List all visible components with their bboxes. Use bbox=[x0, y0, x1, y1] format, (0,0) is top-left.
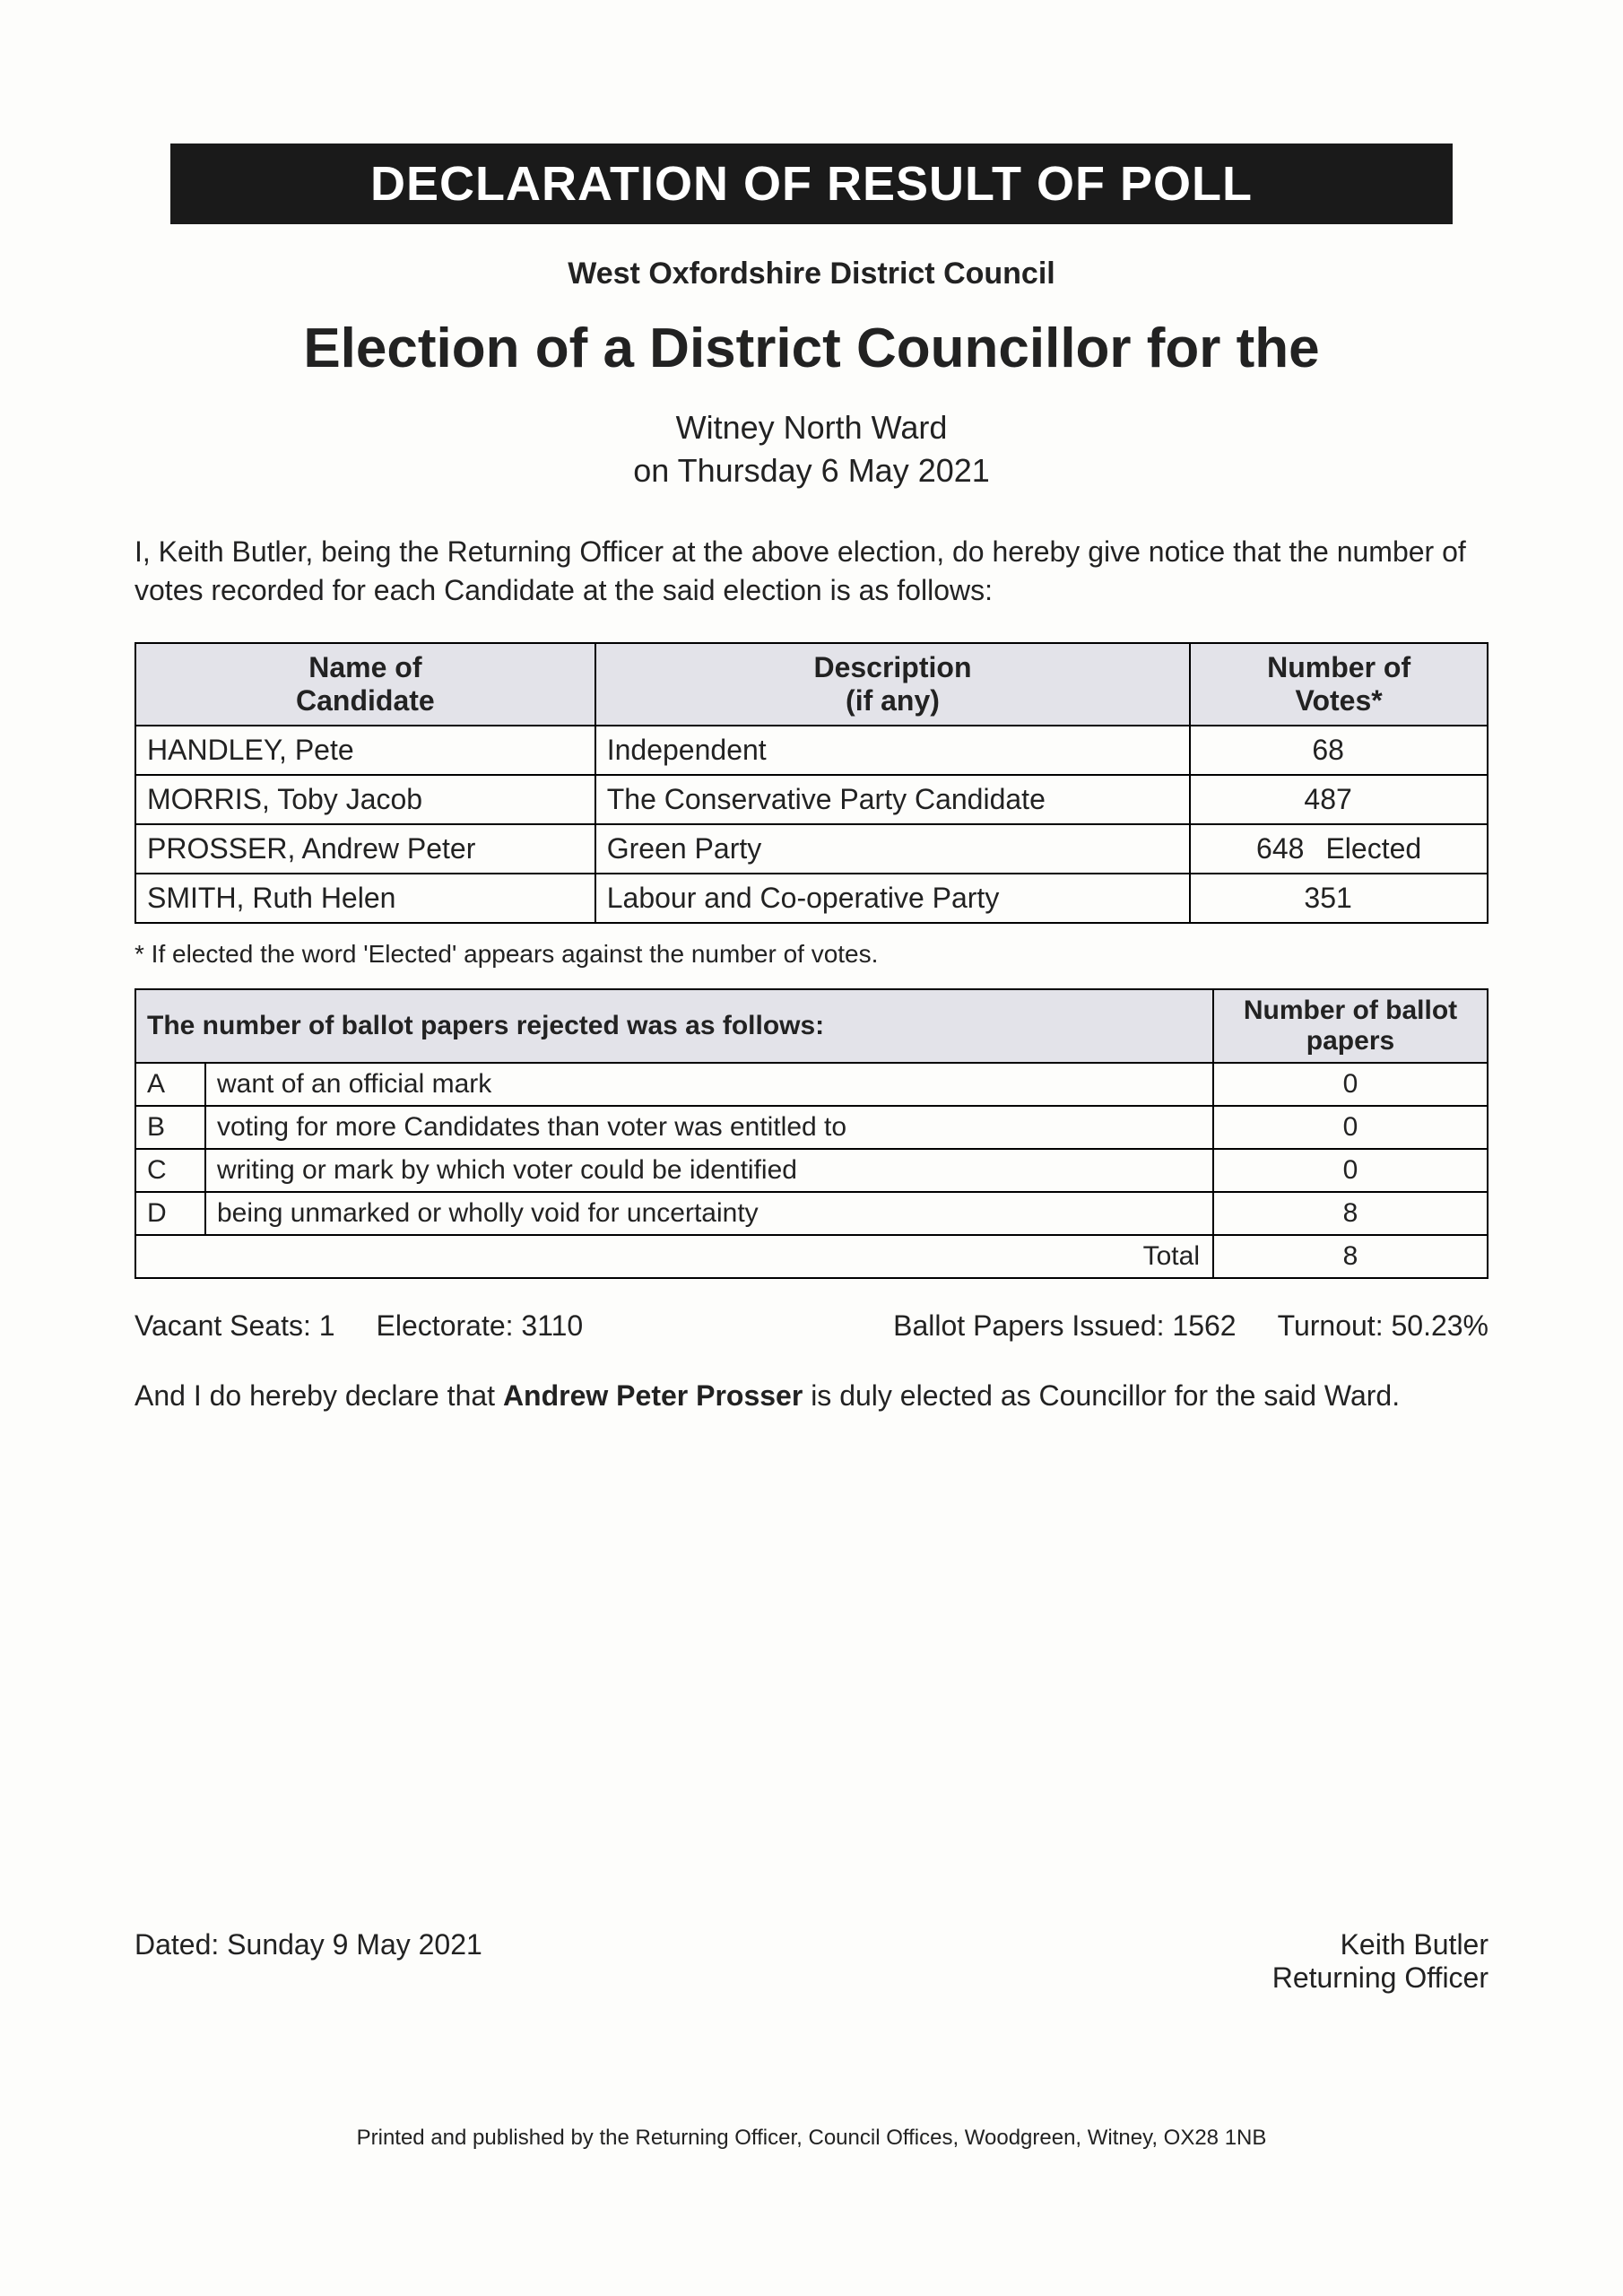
reject-code: C bbox=[135, 1149, 205, 1192]
election-title: Election of a District Councillor for th… bbox=[135, 317, 1488, 380]
table-row: MORRIS, Toby Jacob The Conservative Part… bbox=[135, 775, 1488, 824]
reject-reason: voting for more Candidates than voter wa… bbox=[205, 1106, 1213, 1149]
table-row: A want of an official mark 0 bbox=[135, 1063, 1488, 1106]
candidate-votes: 648Elected bbox=[1190, 824, 1488, 874]
candidate-name: HANDLEY, Pete bbox=[135, 726, 595, 775]
candidate-desc: Independent bbox=[595, 726, 1191, 775]
candidate-name: PROSSER, Andrew Peter bbox=[135, 824, 595, 874]
rejected-table: The number of ballot papers rejected was… bbox=[135, 988, 1488, 1279]
reject-reason: being unmarked or wholly void for uncert… bbox=[205, 1192, 1213, 1235]
rejected-header-right: Number of ballot papers bbox=[1213, 989, 1488, 1063]
rejected-total-row: Total 8 bbox=[135, 1235, 1488, 1278]
electorate: Electorate: 3110 bbox=[377, 1309, 584, 1343]
table-row: D being unmarked or wholly void for unce… bbox=[135, 1192, 1488, 1235]
election-date: on Thursday 6 May 2021 bbox=[135, 452, 1488, 490]
turnout: Turnout: 50.23% bbox=[1278, 1309, 1488, 1343]
vacant-seats: Vacant Seats: 1 bbox=[135, 1309, 335, 1343]
document-page: DECLARATION OF RESULT OF POLL West Oxfor… bbox=[0, 0, 1623, 2296]
reject-count: 8 bbox=[1213, 1192, 1488, 1235]
dated: Dated: Sunday 9 May 2021 bbox=[135, 1928, 482, 1995]
reject-code: D bbox=[135, 1192, 205, 1235]
candidate-desc: Labour and Co-operative Party bbox=[595, 874, 1191, 923]
title-banner: DECLARATION OF RESULT OF POLL bbox=[170, 144, 1453, 224]
declaration-text: And I do hereby declare that Andrew Pete… bbox=[135, 1377, 1488, 1415]
results-header-votes: Number of Votes* bbox=[1190, 643, 1488, 726]
reject-reason: writing or mark by which voter could be … bbox=[205, 1149, 1213, 1192]
table-row: C writing or mark by which voter could b… bbox=[135, 1149, 1488, 1192]
reject-count: 0 bbox=[1213, 1149, 1488, 1192]
rejected-header-left: The number of ballot papers rejected was… bbox=[135, 989, 1213, 1063]
candidate-desc: The Conservative Party Candidate bbox=[595, 775, 1191, 824]
table-row: B voting for more Candidates than voter … bbox=[135, 1106, 1488, 1149]
reject-count: 0 bbox=[1213, 1063, 1488, 1106]
stats-row: Vacant Seats: 1 Electorate: 3110 Ballot … bbox=[135, 1309, 1488, 1343]
returning-officer-notice: I, Keith Butler, being the Returning Off… bbox=[135, 533, 1488, 610]
results-header-name: Name of Candidate bbox=[135, 643, 595, 726]
ward-name: Witney North Ward bbox=[135, 409, 1488, 447]
officer-role: Returning Officer bbox=[1272, 1961, 1488, 1995]
reject-count: 0 bbox=[1213, 1106, 1488, 1149]
officer-name: Keith Butler bbox=[1272, 1928, 1488, 1961]
candidate-votes: 68 bbox=[1190, 726, 1488, 775]
candidate-votes: 351 bbox=[1190, 874, 1488, 923]
candidate-votes: 487 bbox=[1190, 775, 1488, 824]
table-row: HANDLEY, Pete Independent 68 bbox=[135, 726, 1488, 775]
rejected-total: 8 bbox=[1213, 1235, 1488, 1278]
reject-reason: want of an official mark bbox=[205, 1063, 1213, 1106]
reject-code: A bbox=[135, 1063, 205, 1106]
ballot-papers-issued: Ballot Papers Issued: 1562 bbox=[893, 1309, 1236, 1343]
rejected-total-label: Total bbox=[135, 1235, 1213, 1278]
candidate-name: MORRIS, Toby Jacob bbox=[135, 775, 595, 824]
imprint: Printed and published by the Returning O… bbox=[0, 2126, 1623, 2151]
table-row: SMITH, Ruth Helen Labour and Co-operativ… bbox=[135, 874, 1488, 923]
results-table: Name of Candidate Description (if any) N… bbox=[135, 642, 1488, 924]
candidate-name: SMITH, Ruth Helen bbox=[135, 874, 595, 923]
signature-row: Dated: Sunday 9 May 2021 Keith Butler Re… bbox=[135, 1928, 1488, 1995]
elected-footnote: * If elected the word 'Elected' appears … bbox=[135, 940, 1488, 969]
reject-code: B bbox=[135, 1106, 205, 1149]
elected-name: Andrew Peter Prosser bbox=[503, 1379, 803, 1412]
candidate-desc: Green Party bbox=[595, 824, 1191, 874]
table-row: PROSSER, Andrew Peter Green Party 648Ele… bbox=[135, 824, 1488, 874]
council-name: West Oxfordshire District Council bbox=[135, 257, 1488, 291]
results-header-desc: Description (if any) bbox=[595, 643, 1191, 726]
